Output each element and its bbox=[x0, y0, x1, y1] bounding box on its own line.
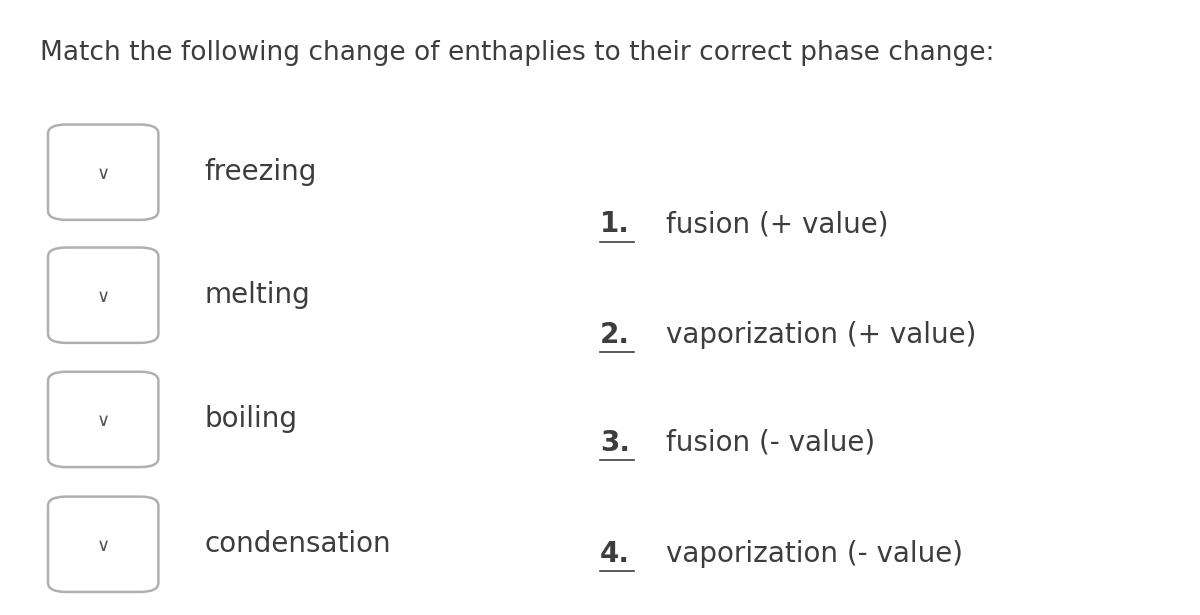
Text: 1.: 1. bbox=[600, 210, 630, 239]
Text: ∨: ∨ bbox=[97, 165, 109, 183]
Text: boiling: boiling bbox=[204, 405, 298, 434]
Text: Match the following change of enthaplies to their correct phase change:: Match the following change of enthaplies… bbox=[40, 40, 994, 66]
FancyBboxPatch shape bbox=[48, 371, 158, 467]
Text: melting: melting bbox=[204, 281, 310, 309]
Text: freezing: freezing bbox=[204, 158, 317, 186]
FancyBboxPatch shape bbox=[48, 497, 158, 592]
Text: fusion (+ value): fusion (+ value) bbox=[666, 210, 888, 239]
FancyBboxPatch shape bbox=[48, 247, 158, 343]
Text: ∨: ∨ bbox=[97, 537, 109, 555]
Text: condensation: condensation bbox=[204, 530, 391, 558]
Text: ∨: ∨ bbox=[97, 288, 109, 306]
FancyBboxPatch shape bbox=[48, 124, 158, 220]
Text: vaporization (+ value): vaporization (+ value) bbox=[666, 321, 977, 349]
Text: 4.: 4. bbox=[600, 539, 630, 568]
Text: vaporization (- value): vaporization (- value) bbox=[666, 539, 964, 568]
Text: 3.: 3. bbox=[600, 429, 630, 457]
Text: fusion (- value): fusion (- value) bbox=[666, 429, 875, 457]
Text: 2.: 2. bbox=[600, 321, 630, 349]
Text: ∨: ∨ bbox=[97, 412, 109, 430]
